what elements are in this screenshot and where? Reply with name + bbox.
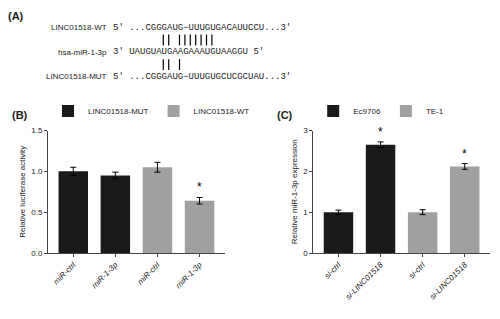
svg-text:LINC01518-MUT: LINC01518-MUT [46, 72, 107, 81]
svg-text:1.0: 1.0 [31, 167, 43, 176]
svg-text:0.0: 0.0 [31, 249, 43, 258]
svg-text:TE-1: TE-1 [426, 107, 444, 116]
svg-text:1: 1 [303, 208, 308, 217]
svg-text:LINC01518-WT: LINC01518-WT [194, 107, 250, 116]
svg-text:*: * [462, 147, 467, 161]
svg-text:LINC01518-MUT: LINC01518-MUT [88, 107, 149, 116]
svg-text:miR-1-3p: miR-1-3p [174, 260, 204, 290]
svg-text:miR-ctrl: miR-ctrl [136, 260, 162, 286]
svg-text:3: 3 [303, 126, 308, 135]
svg-text:0: 0 [303, 249, 308, 258]
svg-text:0.5: 0.5 [31, 208, 43, 217]
svg-text:(A): (A) [8, 10, 24, 22]
svg-text:Relative luciferase activity: Relative luciferase activity [18, 146, 27, 238]
svg-text:(C): (C) [277, 109, 293, 121]
svg-text:2: 2 [303, 167, 308, 176]
svg-text:5' ...CGGGAUG−UUUGUGACAUUCCU..: 5' ...CGGGAUG−UUUGUGACAUUCCU...3' [113, 23, 291, 33]
svg-text:si-LINC01518: si-LINC01518 [344, 260, 385, 301]
svg-text:*: * [197, 180, 202, 194]
svg-text:1.5: 1.5 [31, 126, 43, 135]
svg-text:Ec9706: Ec9706 [353, 107, 381, 116]
svg-text:LINC01518-WT: LINC01518-WT [51, 23, 107, 32]
svg-text:3' UAUGUAUGAAGAAAUGUAAGGU 5': 3' UAUGUAUGAAGAAAUGUAAGGU 5' [113, 47, 264, 57]
svg-text:*: * [378, 125, 383, 139]
svg-text:hsa-miR-1-3p: hsa-miR-1-3p [58, 48, 107, 57]
svg-text:si-ctrl: si-ctrl [323, 260, 343, 280]
svg-text:miR-1-3p: miR-1-3p [90, 260, 120, 290]
svg-text:(B): (B) [12, 109, 28, 121]
svg-text:si-LINC01518: si-LINC01518 [428, 260, 469, 301]
svg-text:miR-ctrl: miR-ctrl [52, 260, 78, 286]
svg-text:5' ...CGGGAUG−UUUGUGCUCGCUAU..: 5' ...CGGGAUG−UUUGUGCUCGCUAU...3' [113, 72, 291, 82]
svg-text:Relative miR-1-3p expression: Relative miR-1-3p expression [290, 139, 299, 244]
svg-text:si-ctrl: si-ctrl [407, 260, 427, 280]
